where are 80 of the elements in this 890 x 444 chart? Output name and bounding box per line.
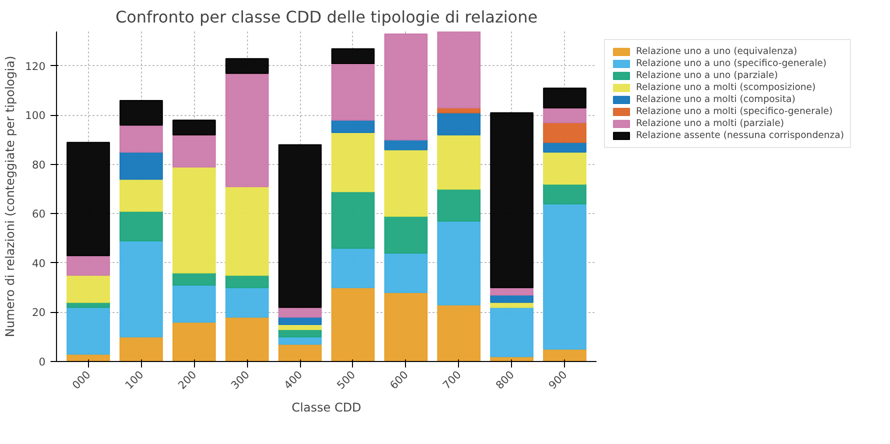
bar [225,274,269,288]
legend-label: Relazione assente (nessuna corrispondenza) [636,130,844,141]
bar [225,58,269,74]
bar [437,220,481,306]
bar [331,248,375,288]
x-tick-label: 300 [228,368,252,392]
bar [490,287,534,296]
bar [172,120,216,136]
bar [384,149,428,217]
bar [384,216,428,254]
bar [120,124,163,153]
y-tick-label: 60 [32,208,46,221]
x-tick-label: 800 [493,368,517,392]
bar [543,107,586,124]
x-tick-label: 000 [70,368,94,392]
bar [120,210,163,242]
bar [66,142,110,256]
bar [120,100,163,126]
bar [225,72,269,188]
bar [331,48,375,64]
bar [543,203,586,350]
bar [66,274,110,303]
y-tick-label: 0 [38,356,46,368]
x-tick-label: 700 [440,368,464,392]
x-tick-label: 500 [334,368,358,392]
x-tick-label: 600 [387,368,412,392]
bar [172,272,216,286]
legend-label: Relazione uno a uno (parziale) [636,70,778,81]
bar [543,122,586,143]
bar [490,112,534,288]
bar [437,134,481,190]
y-tick-label: 120 [25,60,46,73]
bar [490,294,534,303]
bar [437,32,481,108]
bar [437,304,481,362]
chart-title: Confronto per classe CDD delle tipologie di relazione [115,8,538,26]
bar [66,255,110,276]
bar [331,287,375,362]
bar [543,348,586,362]
bar [490,306,534,358]
legend-label: Relazione uno a uno (specifico-generale) [636,58,827,69]
bar [172,166,216,274]
bar [437,188,481,222]
bar [66,306,110,355]
legend-label: Relazione uno a uno (equivalenza) [636,46,798,57]
bar [331,63,375,121]
x-axis-title: Classe CDD [292,400,362,415]
bar [120,178,163,212]
bar [331,120,375,133]
bar [331,132,375,192]
x-tick-label: 900 [546,368,570,392]
y-axis-title: Numero di relazioni (conteggiate per tipologia) [3,56,18,338]
bar [120,336,163,362]
y-tick-label: 100 [25,109,46,122]
bar [384,252,428,294]
bar [225,316,269,362]
bar [543,152,586,185]
bar [172,284,216,323]
bar [384,292,428,362]
x-tick-label: 400 [281,368,306,392]
legend-label: Relazione uno a molti (composita) [636,94,796,105]
bar [225,287,269,318]
bar [543,184,586,204]
bar [331,191,375,249]
y-tick-label: 80 [32,158,46,172]
bar [120,152,163,180]
x-tick-label: 100 [122,368,146,392]
bar [437,112,481,136]
bar [543,88,586,108]
y-tick-label: 40 [32,256,46,270]
bar [225,186,269,276]
legend-label: Relazione uno a molti (scomposizione) [636,82,816,93]
legend-label: Relazione uno a molti (specifico-generale) [636,106,833,117]
legend-label: Relazione uno a molti (parziale) [636,118,784,129]
bar [120,240,163,338]
bar [172,134,216,168]
bar [278,144,322,308]
y-tick-label: 20 [32,306,46,320]
bar [384,33,428,140]
bar [172,322,216,362]
